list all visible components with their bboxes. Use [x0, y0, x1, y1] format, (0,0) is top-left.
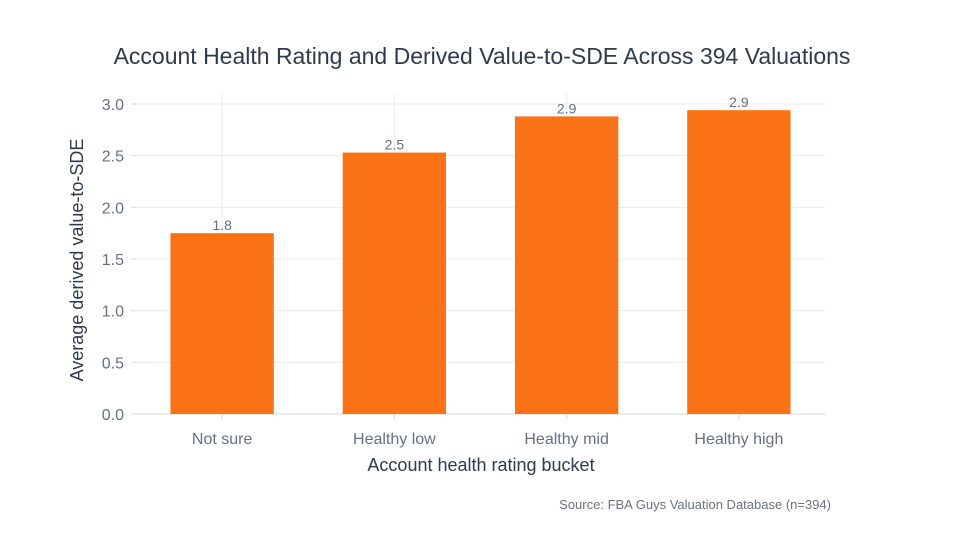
x-tick-label: Healthy high [694, 431, 783, 448]
y-tick-label: 1.0 [102, 304, 124, 321]
x-tick-label: Healthy mid [524, 431, 608, 448]
source-note: Source: FBA Guys Valuation Database (n=3… [559, 497, 831, 512]
bar-data-label: 2.9 [557, 100, 577, 116]
bar [170, 233, 274, 414]
x-tick-labels: Not sure Healthy low Healthy mid Healthy hi… [192, 431, 783, 448]
y-tick-labels: 0.0 0.5 1.0 1.5 2.0 2.5 3.0 [102, 97, 124, 424]
x-axis-label: Account health rating bucket [367, 455, 594, 475]
y-tick-label: 0.0 [102, 407, 124, 424]
y-tick-label: 0.5 [102, 355, 124, 372]
bar [514, 116, 619, 415]
bar-data-label: 1.8 [212, 217, 232, 233]
y-tick-label: 3.0 [102, 97, 124, 114]
x-tick-label: Healthy low [353, 431, 436, 448]
x-tick-label: Not sure [192, 431, 253, 448]
y-tick-label: 2.0 [102, 200, 124, 217]
bar-data-label: 2.5 [385, 137, 405, 153]
bars [170, 110, 791, 415]
y-axis-label: Average derived value-to-SDE [67, 139, 87, 382]
data-labels: 1.8 2.5 2.9 2.9 [212, 94, 748, 233]
bar [342, 152, 447, 415]
bar-data-label: 2.9 [729, 94, 749, 110]
bar [687, 110, 791, 414]
y-tick-label: 1.5 [102, 252, 124, 269]
chart-title: Account Health Rating and Derived Value-… [114, 43, 851, 69]
y-tick-label: 2.5 [102, 149, 124, 166]
